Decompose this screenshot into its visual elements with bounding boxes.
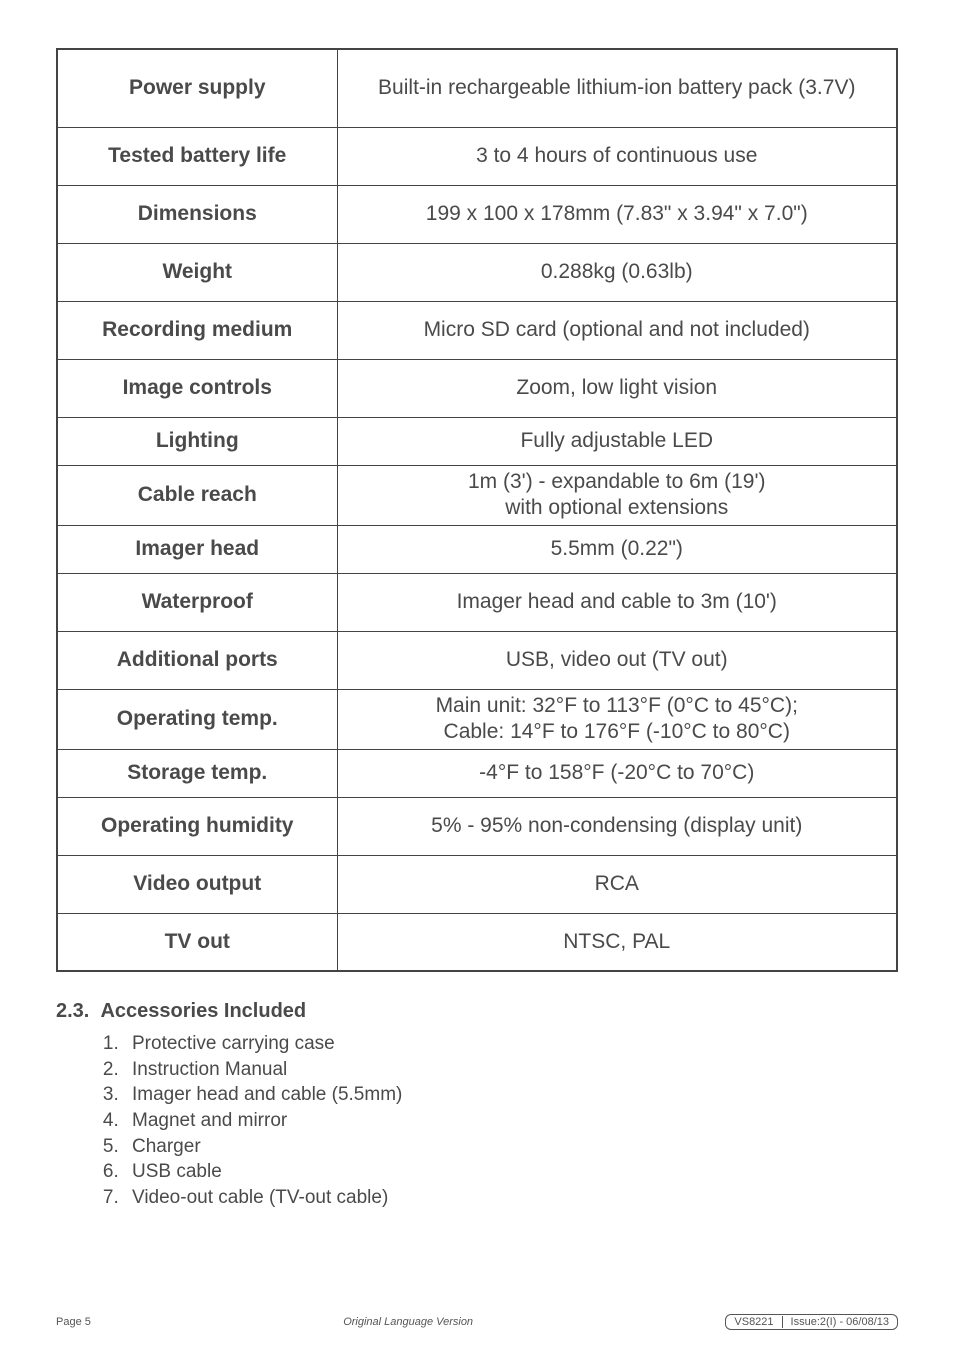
spec-label: Weight xyxy=(57,243,337,301)
spec-label: Image controls xyxy=(57,359,337,417)
footer-center-text: Original Language Version xyxy=(343,1316,473,1328)
list-item: USB cable xyxy=(124,1159,898,1185)
list-item: Instruction Manual xyxy=(124,1057,898,1083)
table-row: Operating humidity5% - 95% non-condensin… xyxy=(57,797,897,855)
section-heading: 2.3. Accessories Included xyxy=(56,1000,898,1023)
list-item: Video-out cable (TV-out cable) xyxy=(124,1185,898,1211)
accessories-list: Protective carrying caseInstruction Manu… xyxy=(96,1031,898,1210)
list-item: Protective carrying case xyxy=(124,1031,898,1057)
spec-label: Recording medium xyxy=(57,301,337,359)
table-row: Image controlsZoom, low light vision xyxy=(57,359,897,417)
table-row: Tested battery life3 to 4 hours of conti… xyxy=(57,127,897,185)
spec-value: 199 x 100 x 178mm (7.83" x 3.94" x 7.0") xyxy=(337,185,897,243)
spec-value: 5.5mm (0.22") xyxy=(337,525,897,573)
page-container: Power supplyBuilt-in rechargeable lithiu… xyxy=(0,0,954,1354)
spec-label: Operating humidity xyxy=(57,797,337,855)
list-item: Imager head and cable (5.5mm) xyxy=(124,1082,898,1108)
spec-value: 5% - 95% non-condensing (display unit) xyxy=(337,797,897,855)
spec-label: Imager head xyxy=(57,525,337,573)
spec-label: Cable reach xyxy=(57,465,337,525)
table-row: Operating temp.Main unit: 32°F to 113°F … xyxy=(57,689,897,749)
spec-value: Imager head and cable to 3m (10') xyxy=(337,573,897,631)
page-footer: Page 5 Original Language Version VS8221 … xyxy=(56,1314,898,1330)
spec-value: 0.288kg (0.63lb) xyxy=(337,243,897,301)
spec-label: Additional ports xyxy=(57,631,337,689)
table-row: TV outNTSC, PAL xyxy=(57,913,897,971)
table-row: Recording mediumMicro SD card (optional … xyxy=(57,301,897,359)
spec-label: Waterproof xyxy=(57,573,337,631)
table-row: Imager head5.5mm (0.22") xyxy=(57,525,897,573)
spec-label: TV out xyxy=(57,913,337,971)
spec-label: Dimensions xyxy=(57,185,337,243)
footer-badge: VS8221 Issue:2(I) - 06/08/13 xyxy=(725,1314,898,1330)
table-row: Video outputRCA xyxy=(57,855,897,913)
list-item: Magnet and mirror xyxy=(124,1108,898,1134)
table-row: Storage temp.-4°F to 158°F (-20°C to 70°… xyxy=(57,749,897,797)
spec-label: Power supply xyxy=(57,49,337,127)
spec-value: Fully adjustable LED xyxy=(337,417,897,465)
spec-value: NTSC, PAL xyxy=(337,913,897,971)
spec-label: Operating temp. xyxy=(57,689,337,749)
spec-value: 3 to 4 hours of continuous use xyxy=(337,127,897,185)
table-row: Cable reach1m (3') - expandable to 6m (1… xyxy=(57,465,897,525)
spec-value: Zoom, low light vision xyxy=(337,359,897,417)
footer-badge-model: VS8221 xyxy=(734,1316,773,1328)
spec-value: RCA xyxy=(337,855,897,913)
table-row: WaterproofImager head and cable to 3m (1… xyxy=(57,573,897,631)
footer-badge-separator xyxy=(782,1316,783,1328)
specs-table: Power supplyBuilt-in rechargeable lithiu… xyxy=(56,48,898,972)
table-row: Dimensions199 x 100 x 178mm (7.83" x 3.9… xyxy=(57,185,897,243)
footer-page-label: Page 5 xyxy=(56,1316,91,1328)
spec-label: Storage temp. xyxy=(57,749,337,797)
spec-value: Micro SD card (optional and not included… xyxy=(337,301,897,359)
table-row: Additional portsUSB, video out (TV out) xyxy=(57,631,897,689)
list-item: Charger xyxy=(124,1134,898,1160)
spec-label: Video output xyxy=(57,855,337,913)
spec-value: Main unit: 32°F to 113°F (0°C to 45°C);C… xyxy=(337,689,897,749)
specs-tbody: Power supplyBuilt-in rechargeable lithiu… xyxy=(57,49,897,971)
table-row: Power supplyBuilt-in rechargeable lithiu… xyxy=(57,49,897,127)
section-title: Accessories Included xyxy=(100,1000,306,1022)
spec-value: -4°F to 158°F (-20°C to 70°C) xyxy=(337,749,897,797)
spec-label: Lighting xyxy=(57,417,337,465)
spec-value: USB, video out (TV out) xyxy=(337,631,897,689)
table-row: LightingFully adjustable LED xyxy=(57,417,897,465)
spec-value: Built-in rechargeable lithium-ion batter… xyxy=(337,49,897,127)
spec-label: Tested battery life xyxy=(57,127,337,185)
spec-value: 1m (3') - expandable to 6m (19')with opt… xyxy=(337,465,897,525)
table-row: Weight0.288kg (0.63lb) xyxy=(57,243,897,301)
footer-badge-issue: Issue:2(I) - 06/08/13 xyxy=(791,1316,889,1328)
section-number: 2.3. xyxy=(56,1000,89,1022)
